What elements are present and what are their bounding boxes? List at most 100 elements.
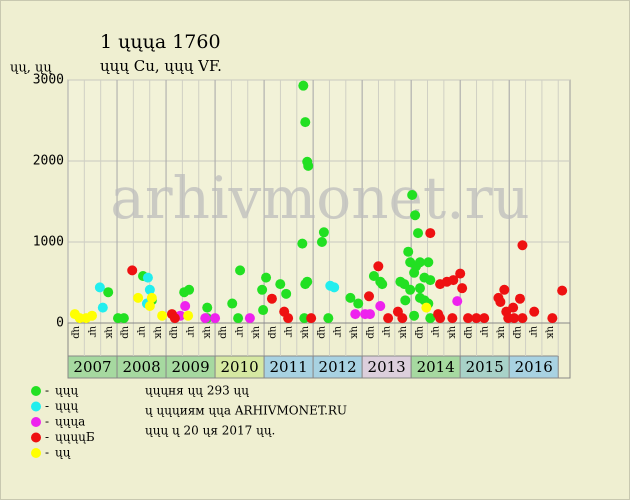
point: [302, 276, 313, 287]
point: [144, 300, 155, 311]
point: [364, 291, 375, 302]
point: [373, 261, 384, 272]
x-tick-label: 2007: [73, 358, 111, 376]
legend-label: ųųųųБ: [55, 430, 95, 444]
point: [118, 313, 129, 324]
point: [407, 190, 418, 201]
point: [184, 284, 195, 295]
point: [281, 288, 292, 299]
point: [383, 313, 394, 324]
y-tick-label: 1000: [33, 235, 64, 250]
sub-label: ųк: [299, 326, 310, 339]
point: [283, 313, 294, 324]
sub-label: ųг: [332, 326, 343, 338]
point: [261, 272, 272, 283]
point: [299, 313, 310, 324]
sub-label: ųр: [218, 326, 229, 339]
point: [509, 313, 520, 324]
legend-marker: [31, 386, 41, 396]
sub-label: ųр: [414, 326, 425, 339]
sub-label: ųк: [447, 326, 458, 339]
point: [200, 313, 211, 324]
point: [303, 160, 314, 171]
plot-area: [67, 79, 571, 324]
point: [306, 313, 317, 324]
point: [94, 282, 105, 293]
legend-marker: [31, 401, 41, 412]
point: [103, 287, 114, 298]
point: [233, 313, 244, 324]
y-axis-label: ųų, ųų: [10, 61, 52, 76]
point: [142, 272, 153, 283]
legend-dash: -: [45, 430, 49, 444]
sub-label: ųг: [479, 326, 490, 338]
point: [410, 210, 421, 221]
x-tick-label: 2013: [368, 358, 406, 376]
point: [414, 257, 425, 268]
point: [397, 313, 408, 324]
legend-dash: -: [45, 384, 49, 398]
x-tick-label: 2010: [220, 358, 258, 376]
point: [423, 257, 434, 268]
legend-marker: [31, 448, 41, 458]
point: [275, 279, 286, 290]
point: [258, 305, 269, 316]
sub-label: ųр: [71, 326, 82, 339]
point: [495, 296, 506, 307]
point: [517, 240, 528, 251]
sub-label: ųг: [136, 326, 147, 338]
point: [377, 279, 388, 290]
point: [364, 309, 375, 320]
sub-label: ųр: [316, 326, 327, 339]
point: [318, 227, 329, 238]
legend-label: ųųųа: [55, 415, 85, 429]
x-tick-label: 2016: [515, 358, 553, 376]
legend-marker: [31, 417, 41, 427]
point: [169, 313, 180, 324]
point: [298, 80, 309, 91]
point: [323, 313, 334, 324]
sub-label: ųг: [185, 326, 196, 338]
point: [463, 313, 474, 324]
point: [479, 313, 490, 324]
legend-marker: [31, 432, 41, 443]
point: [448, 275, 459, 286]
legend-label: ųų: [55, 446, 71, 460]
sub-label: ųк: [152, 326, 163, 339]
sub-label: ųг: [234, 326, 245, 338]
legend-label: ųųų: [55, 384, 78, 398]
point: [435, 313, 446, 324]
point: [517, 313, 528, 324]
point: [350, 309, 361, 320]
point: [244, 313, 255, 324]
point: [227, 298, 238, 309]
sub-label: ųр: [120, 326, 131, 339]
point: [235, 265, 246, 276]
footer-text: ų ųųųиям ųųа ARHIVMONET.RU: [145, 404, 347, 418]
sub-label: ųр: [463, 326, 474, 339]
x-tick-label: 2011: [270, 358, 308, 376]
sub-label: ųк: [496, 326, 507, 339]
sub-label: ųк: [103, 326, 114, 339]
point: [133, 292, 144, 303]
sub-label: ųр: [512, 326, 523, 339]
point: [210, 313, 221, 324]
point: [529, 306, 540, 317]
point: [400, 295, 411, 306]
point: [329, 282, 340, 293]
point: [202, 302, 213, 313]
x-tick-label: 2012: [319, 358, 357, 376]
point: [300, 117, 311, 128]
legend-dash: -: [45, 399, 49, 413]
point: [257, 284, 268, 295]
point: [97, 302, 108, 313]
point: [180, 300, 191, 311]
sub-label: ųг: [528, 326, 539, 338]
x-tick-label: 2014: [417, 358, 455, 376]
sub-label: ųк: [348, 326, 359, 339]
point: [405, 284, 416, 295]
sub-label: ųг: [381, 326, 392, 338]
point: [146, 292, 157, 303]
sub-label: ųг: [87, 326, 98, 338]
